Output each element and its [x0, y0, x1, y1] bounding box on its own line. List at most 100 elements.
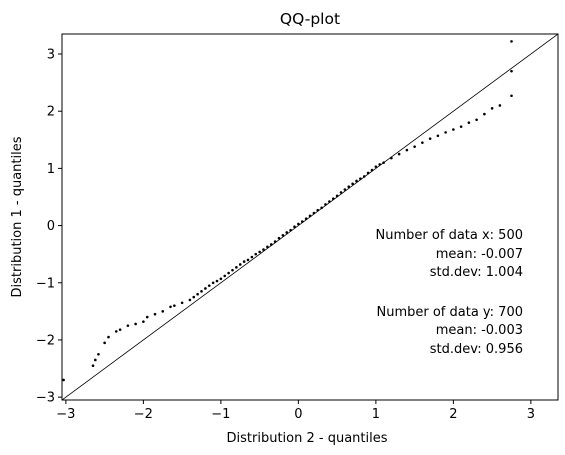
data-point [281, 234, 285, 237]
data-point [169, 305, 172, 309]
x-axis-label: Distribution 2 - quantiles [227, 431, 388, 446]
data-point [207, 284, 211, 287]
data-point [211, 281, 215, 285]
data-point [114, 330, 118, 333]
data-point [510, 69, 513, 73]
data-points [62, 40, 513, 382]
y-axis-ticks: −3 −2 −1 0 1 2 3 [36, 48, 62, 406]
data-point [382, 161, 385, 164]
data-point [390, 156, 393, 160]
data-point [161, 310, 165, 313]
data-point [343, 188, 347, 191]
data-point [370, 168, 374, 172]
data-point [475, 118, 478, 122]
data-point [238, 263, 242, 266]
data-point [134, 322, 137, 326]
data-point [254, 252, 258, 256]
data-point [107, 335, 110, 339]
annotation-count-x: Number of data x: 500 [376, 228, 523, 243]
x-axis-ticks: −3 −2 −1 0 1 2 3 [56, 400, 535, 422]
data-point [204, 287, 207, 290]
data-point [297, 222, 300, 226]
annotation-mean-x: mean: -0.007 [436, 247, 523, 262]
data-point [498, 104, 502, 107]
y-tick-label: −3 [36, 391, 55, 406]
data-point [467, 121, 471, 124]
data-point [312, 211, 316, 215]
data-point [300, 220, 304, 223]
x-tick-label: −3 [56, 407, 75, 422]
data-point [405, 148, 409, 152]
data-point [173, 304, 176, 307]
y-tick-label: 1 [47, 162, 55, 177]
data-point [359, 177, 362, 180]
data-point [459, 125, 463, 128]
data-point [304, 217, 308, 221]
x-tick-label: −2 [134, 407, 153, 422]
data-point [235, 266, 238, 269]
y-axis-label: Distribution 1 - quantiles [10, 136, 25, 297]
data-point [180, 301, 184, 305]
data-point [192, 295, 196, 299]
data-point [97, 352, 100, 356]
x-tick-label: −1 [211, 407, 230, 422]
data-point [227, 271, 230, 275]
data-point [91, 364, 95, 367]
data-point [355, 179, 358, 183]
data-point [362, 175, 366, 178]
data-point [347, 185, 351, 188]
data-point [242, 260, 246, 263]
data-point [145, 315, 149, 319]
annotation-count-y: Number of data y: 700 [376, 305, 523, 320]
data-point [200, 290, 203, 293]
statistics-annotation: Number of data x: 500 mean: -0.007 std.d… [376, 228, 523, 357]
data-point [103, 341, 106, 345]
data-point [231, 268, 234, 272]
data-point [94, 358, 97, 362]
data-point [196, 292, 199, 296]
data-point [510, 40, 513, 43]
data-point [153, 312, 157, 316]
data-point [335, 194, 339, 198]
data-point [293, 225, 296, 229]
data-point [324, 203, 327, 206]
annotation-mean-y: mean: -0.003 [436, 323, 523, 338]
data-point [219, 277, 223, 281]
data-point [316, 208, 320, 212]
plot-frame [61, 33, 559, 401]
data-point [328, 200, 331, 203]
plot-area [61, 33, 559, 401]
data-point [285, 231, 289, 234]
y-tick-label: 3 [47, 48, 55, 63]
data-point [246, 258, 250, 262]
data-point [490, 107, 494, 110]
x-tick-label: 0 [294, 407, 302, 422]
y-tick-label: 2 [47, 105, 55, 120]
data-point [366, 171, 370, 175]
data-point [273, 240, 277, 243]
annotation-std-x: std.dev: 1.004 [430, 265, 523, 280]
data-point [421, 141, 424, 144]
annotation-std-y: std.dev: 0.956 [430, 342, 523, 357]
chart-title: QQ-plot [280, 10, 340, 28]
x-tick-label: 3 [527, 407, 535, 422]
data-point [510, 94, 513, 98]
x-tick-label: 1 [372, 407, 380, 422]
data-point [289, 228, 292, 232]
data-point [397, 152, 401, 156]
data-point [262, 248, 265, 251]
y-tick-label: −1 [36, 276, 55, 291]
data-point [374, 165, 378, 168]
data-point [331, 197, 335, 200]
data-point [339, 191, 343, 194]
data-point [320, 206, 323, 210]
data-point [452, 128, 455, 131]
data-point [413, 145, 416, 148]
data-point [258, 250, 261, 254]
data-point [277, 236, 281, 240]
data-point [378, 163, 382, 166]
data-point [215, 279, 219, 283]
data-point [266, 245, 269, 249]
